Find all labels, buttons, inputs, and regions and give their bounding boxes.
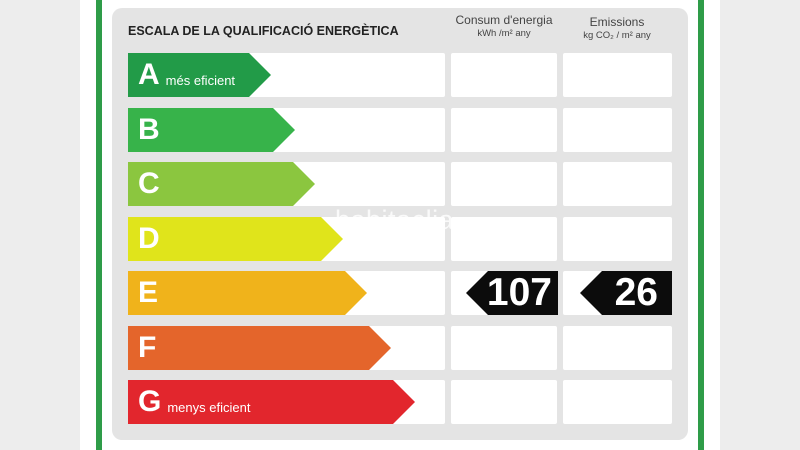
left-border [96,0,102,450]
emissions-column-header: Emissions kg CO₂ / m² any [562,15,672,42]
energy-cell [451,380,557,424]
rating-letter: E [138,276,159,309]
rating-arrow-d: D [128,217,343,261]
rating-letter: F [138,331,157,364]
right-border [698,0,704,450]
energy-cell [451,162,557,206]
rating-arrow-f: F [128,326,391,370]
watermark: habitaclia [335,205,455,235]
energy-cell [451,108,557,152]
emissions-cell [563,162,672,206]
rating-description: més eficient [165,72,236,88]
rating-letter: G [138,385,162,418]
rating-description: menys eficient [167,399,251,415]
rating-arrow-c: C [128,162,315,206]
emissions-column-label: Emissions [589,15,645,29]
energy-column-header: Consum d'energia kWh /m² any [450,13,558,40]
energy-column-label: Consum d'energia [455,13,553,27]
rating-letter: C [138,167,160,200]
emissions-value-badge: 26 [580,271,672,315]
energy-value-badge: 107 [466,271,558,315]
rating-letter: A [138,58,160,91]
emissions-cell [563,326,672,370]
energy-cell [451,53,557,97]
scale-title: ESCALA DE LA QUALIFICACIÓ ENERGÈTICA [128,24,399,38]
energy-cell [451,326,557,370]
emissions-cell [563,108,672,152]
emissions-cell [563,380,672,424]
rating-letter: D [138,222,160,255]
rating-arrow-b: B [128,108,295,152]
emissions-cell [563,217,672,261]
energy-column-unit: kWh /m² any [477,28,531,39]
energy-cell [451,217,557,261]
emissions-cell [563,53,672,97]
emissions-column-unit: kg CO₂ / m² any [583,30,651,41]
rating-letter: B [138,113,160,146]
rating-arrow-e: E [128,271,367,315]
